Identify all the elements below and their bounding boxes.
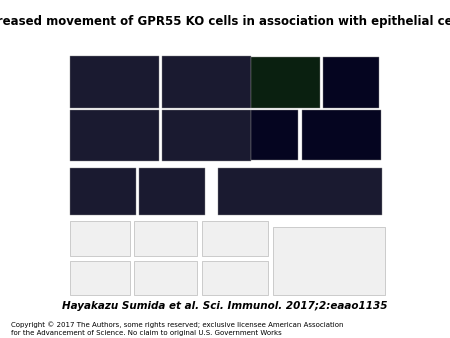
Bar <box>162 110 251 161</box>
Text: Copyright © 2017 The Authors, some rights reserved; exclusive licensee American : Copyright © 2017 The Authors, some right… <box>11 321 344 336</box>
Text: Increased movement of GPR55 KO cells in association with epithelial cells.: Increased movement of GPR55 KO cells in … <box>0 15 450 28</box>
Bar <box>134 261 197 295</box>
Bar <box>70 168 136 215</box>
Bar <box>273 227 385 295</box>
Bar <box>70 221 130 256</box>
Bar <box>70 56 158 107</box>
Text: Hayakazu Sumida et al. Sci. Immunol. 2017;2:eaao1135: Hayakazu Sumida et al. Sci. Immunol. 201… <box>62 301 388 311</box>
Bar <box>251 57 320 107</box>
Bar <box>202 261 268 295</box>
Bar <box>202 221 268 256</box>
Bar <box>218 168 382 215</box>
Bar <box>251 110 298 160</box>
Bar <box>323 57 379 107</box>
Bar <box>70 110 158 161</box>
Bar <box>134 221 197 256</box>
Bar <box>302 110 381 160</box>
Bar <box>70 261 130 295</box>
Bar <box>139 168 205 215</box>
Bar <box>162 56 251 107</box>
